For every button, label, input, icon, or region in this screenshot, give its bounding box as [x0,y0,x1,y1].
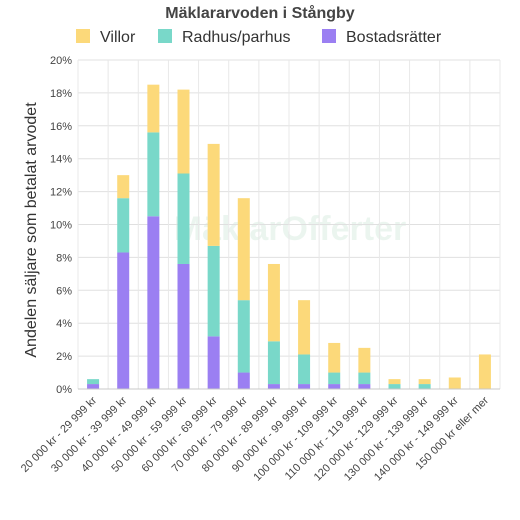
bar-segment [87,384,100,389]
bar-segment [358,372,371,385]
legend-swatch [322,29,336,43]
legend-label: Villor [100,29,136,46]
legend-swatch [76,29,90,43]
bar-segment [388,384,401,389]
bar-segment [177,173,190,264]
bar-segment [87,379,100,385]
bar-segment [267,384,280,389]
bar-segment [117,198,130,253]
bar-segment [328,342,341,373]
bar-segment [298,300,311,355]
axes: 0%2%4%6%8%10%12%14%16%18%20%20 000 kr - … [19,55,500,484]
y-tick-label: 12% [50,187,72,199]
bar-segment [177,263,190,389]
bars-group [87,84,491,389]
y-tick-label: 8% [56,252,72,264]
bar-segment [267,263,280,342]
bar-segment [177,89,190,174]
y-tick-label: 18% [50,88,72,100]
bar-segment [328,372,341,385]
bar-segment [388,379,401,385]
bar-segment [237,372,250,389]
bar-segment [298,384,311,389]
legend-label: Radhus/parhus [182,29,291,46]
bar-segment [237,300,250,373]
chart-title: Mäklararvoden i Stångby [165,4,354,22]
bar-segment [147,132,160,217]
y-tick-label: 14% [50,154,72,166]
bar-segment [418,379,431,385]
legend-swatch [158,29,172,43]
bar-segment [448,377,461,389]
bar-segment [207,143,220,246]
y-tick-label: 20% [50,55,72,67]
bar-segment [298,354,311,385]
bar-segment [207,245,220,337]
bar-segment [207,336,220,389]
grid-lines [77,59,501,390]
bar-segment [358,347,371,373]
y-tick-label: 0% [56,384,72,396]
bar-segment [117,175,130,199]
y-tick-label: 16% [50,121,72,133]
y-tick-label: 10% [50,220,72,232]
y-tick-label: 4% [56,318,72,330]
bar-segment [418,384,431,389]
bar-segment [478,354,491,389]
bar-segment [147,216,160,389]
y-tick-label: 2% [56,351,72,363]
bar-segment [358,384,371,389]
bar-segment [237,198,250,301]
y-tick-label: 6% [56,285,72,297]
bar-segment [267,341,280,385]
bar-segment [328,384,341,389]
bar-segment [117,252,130,389]
y-axis-label: Andelen säljare som betalat arvodet [23,102,40,358]
legend-label: Bostadsrätter [346,29,442,46]
legend: Villor Radhus/parhus Bostadsrätter [76,29,442,46]
bar-segment [147,84,160,133]
